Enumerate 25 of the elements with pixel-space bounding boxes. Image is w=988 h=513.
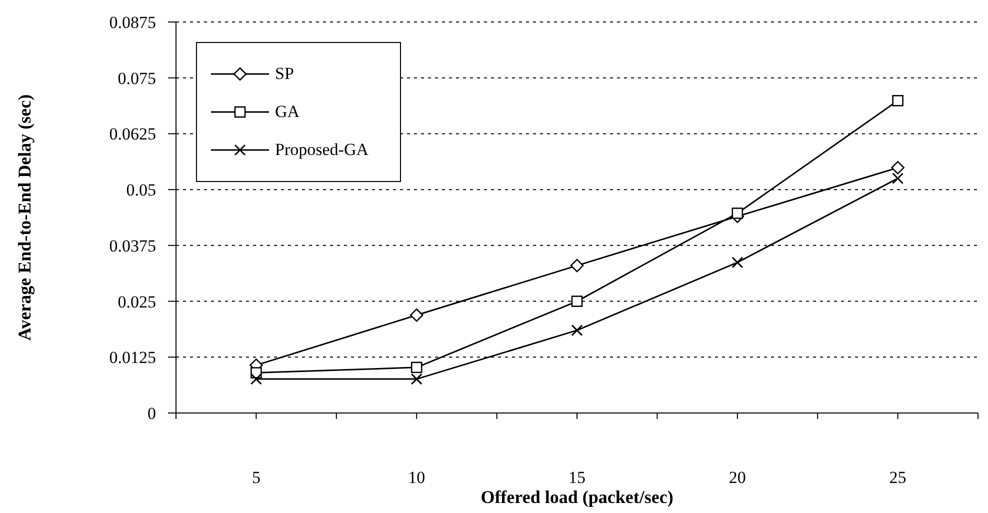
y-tick-label: 0.0125: [109, 348, 156, 368]
x-axis-title: Offered load (packet/sec): [480, 487, 674, 507]
y-tick-label: 0.0875: [109, 13, 156, 32]
point: [410, 308, 424, 322]
point: [891, 161, 904, 174]
y-tick-label: 0.0625: [109, 124, 156, 144]
x-tick-label: 20: [728, 468, 746, 488]
x-tick-label: 15: [568, 468, 586, 488]
y-tick-label: 0.025: [118, 292, 156, 312]
point: [571, 296, 583, 307]
point: [892, 94, 904, 106]
x-tick-label: 25: [889, 468, 906, 488]
legend-label: SP: [275, 64, 294, 84]
y-tick-label: 0.075: [118, 68, 156, 88]
point: [570, 258, 584, 272]
x-tick-label: 10: [408, 468, 426, 488]
y-axis-title: Average End-to-End Delay (sec): [14, 94, 34, 341]
legend-label: Proposed-GA: [275, 140, 368, 160]
point: [410, 362, 422, 374]
y-tick-label: 0.05: [126, 180, 156, 200]
y-tick-label: 0: [148, 404, 156, 424]
x-tick-label: 5: [252, 468, 260, 488]
legend-label: GA: [275, 102, 300, 122]
y-tick-label: 0.0375: [109, 236, 156, 256]
point: [732, 208, 744, 219]
